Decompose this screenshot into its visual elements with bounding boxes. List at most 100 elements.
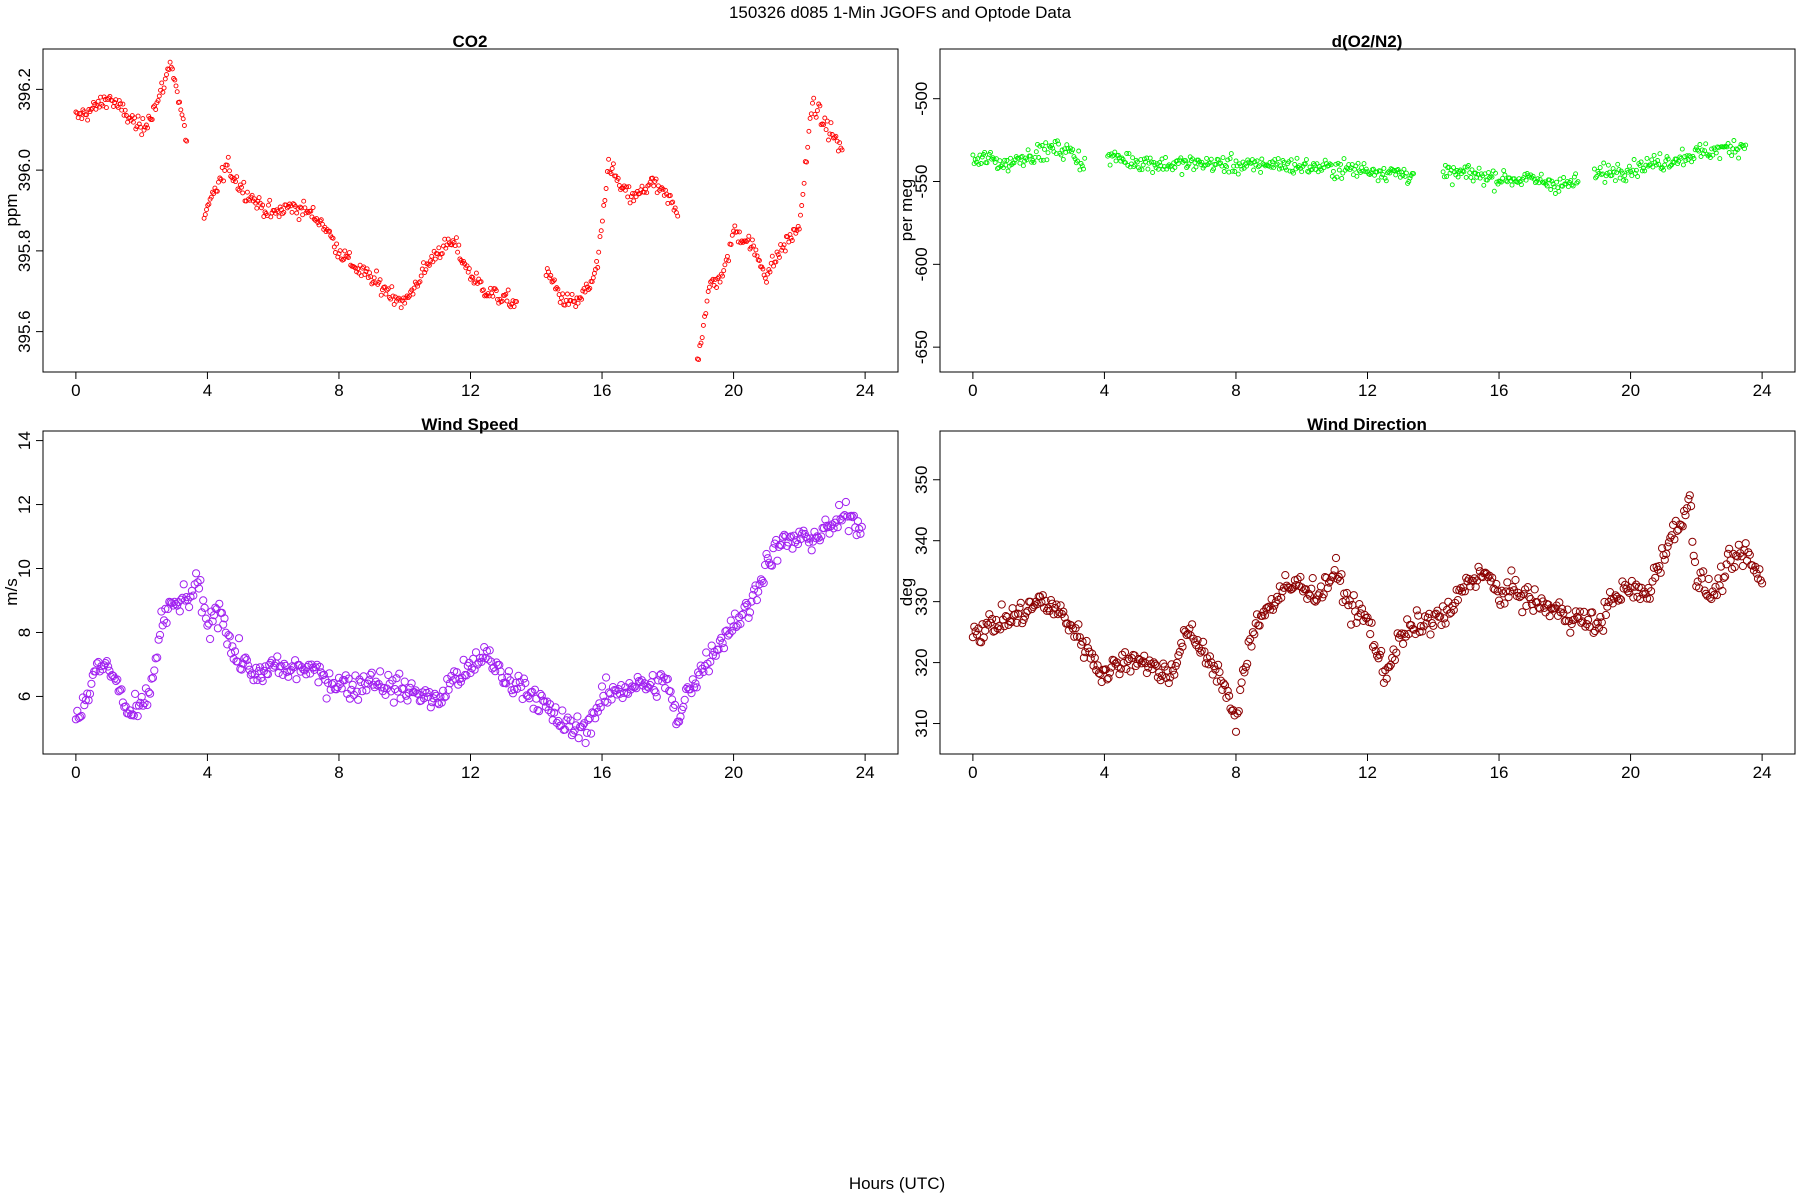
data-point bbox=[164, 72, 169, 78]
data-point bbox=[1334, 572, 1343, 581]
data-point bbox=[103, 105, 109, 111]
data-point bbox=[138, 124, 143, 130]
data-point bbox=[1134, 159, 1140, 165]
data-point bbox=[319, 670, 328, 679]
data-point bbox=[1337, 570, 1346, 579]
data-point bbox=[277, 204, 283, 210]
data-point bbox=[579, 296, 585, 302]
data-point bbox=[1377, 646, 1386, 656]
data-point bbox=[1605, 162, 1611, 168]
data-point bbox=[1642, 594, 1652, 603]
data-point bbox=[208, 194, 214, 200]
data-point bbox=[1423, 613, 1432, 622]
data-point bbox=[281, 209, 287, 215]
x-tick-label: 24 bbox=[856, 763, 875, 782]
data-point bbox=[1378, 667, 1387, 677]
data-point bbox=[1609, 172, 1615, 178]
data-point bbox=[659, 673, 668, 682]
data-point bbox=[1109, 153, 1115, 159]
data-point bbox=[130, 119, 136, 125]
data-point bbox=[806, 128, 812, 134]
data-point bbox=[135, 113, 141, 119]
data-point bbox=[1418, 627, 1427, 636]
data-point bbox=[398, 305, 404, 311]
data-point bbox=[173, 83, 179, 89]
data-point bbox=[1403, 170, 1409, 176]
data-point bbox=[706, 284, 712, 290]
data-point bbox=[1363, 166, 1369, 172]
data-point bbox=[286, 204, 291, 209]
data-point bbox=[663, 674, 672, 684]
data-point bbox=[1493, 587, 1502, 596]
data-point bbox=[1641, 165, 1646, 171]
data-point bbox=[1070, 147, 1076, 153]
data-point bbox=[100, 661, 109, 670]
data-point bbox=[1441, 174, 1447, 180]
data-point bbox=[616, 183, 622, 188]
data-point bbox=[105, 666, 114, 675]
data-point bbox=[718, 639, 727, 648]
data-point bbox=[508, 304, 514, 310]
y-tick-label: -600 bbox=[912, 247, 931, 281]
data-point bbox=[1570, 183, 1576, 189]
data-point bbox=[233, 657, 242, 666]
data-point bbox=[1449, 182, 1455, 188]
data-point bbox=[484, 655, 493, 664]
data-point bbox=[595, 265, 601, 270]
data-point bbox=[1370, 641, 1379, 650]
data-point bbox=[1706, 152, 1712, 158]
data-point bbox=[1647, 587, 1656, 596]
data-point bbox=[1188, 620, 1197, 629]
data-point bbox=[119, 107, 125, 113]
data-point bbox=[1594, 173, 1600, 179]
data-point bbox=[543, 273, 549, 278]
x-tick-label: 16 bbox=[593, 381, 612, 400]
data-point bbox=[1286, 585, 1295, 594]
data-point bbox=[1530, 585, 1539, 594]
data-point bbox=[626, 184, 632, 190]
data-point bbox=[183, 137, 189, 143]
data-point bbox=[997, 600, 1006, 609]
data-point bbox=[1346, 162, 1352, 168]
data-point bbox=[213, 624, 222, 633]
data-point bbox=[153, 653, 162, 662]
data-point bbox=[1494, 596, 1504, 605]
data-point bbox=[721, 268, 727, 274]
data-point bbox=[1758, 579, 1767, 588]
data-point bbox=[385, 286, 391, 292]
data-point bbox=[1240, 668, 1249, 677]
data-point bbox=[844, 527, 853, 536]
data-point bbox=[1126, 667, 1135, 676]
data-point bbox=[848, 513, 857, 522]
data-point bbox=[1547, 604, 1556, 613]
data-point bbox=[1368, 642, 1378, 652]
data-point bbox=[697, 343, 703, 349]
data-point bbox=[1486, 577, 1495, 586]
data-point bbox=[1174, 158, 1180, 164]
data-point bbox=[1725, 544, 1734, 553]
data-point bbox=[619, 688, 629, 698]
data-point bbox=[1575, 179, 1581, 185]
data-point bbox=[1589, 628, 1598, 638]
data-point bbox=[762, 549, 771, 559]
chart-marks-2: 0 4 8 12 16 20 24 6 8 10 12 14 bbox=[15, 431, 875, 782]
data-point bbox=[318, 217, 324, 223]
data-point bbox=[228, 642, 237, 651]
data-point bbox=[782, 248, 788, 254]
data-point bbox=[843, 512, 852, 521]
data-point bbox=[1569, 182, 1575, 188]
data-point bbox=[388, 296, 394, 302]
data-point bbox=[1074, 620, 1083, 629]
data-point bbox=[1255, 164, 1261, 170]
data-point bbox=[780, 245, 786, 251]
data-point bbox=[1281, 571, 1290, 580]
data-point bbox=[1695, 584, 1704, 593]
data-point bbox=[74, 713, 83, 723]
data-point bbox=[1488, 573, 1497, 582]
data-point bbox=[610, 161, 616, 167]
data-point bbox=[1614, 170, 1620, 176]
data-point bbox=[1455, 174, 1461, 180]
y-tick-label: 10 bbox=[15, 559, 34, 578]
data-point bbox=[365, 275, 371, 281]
data-point bbox=[603, 186, 609, 191]
